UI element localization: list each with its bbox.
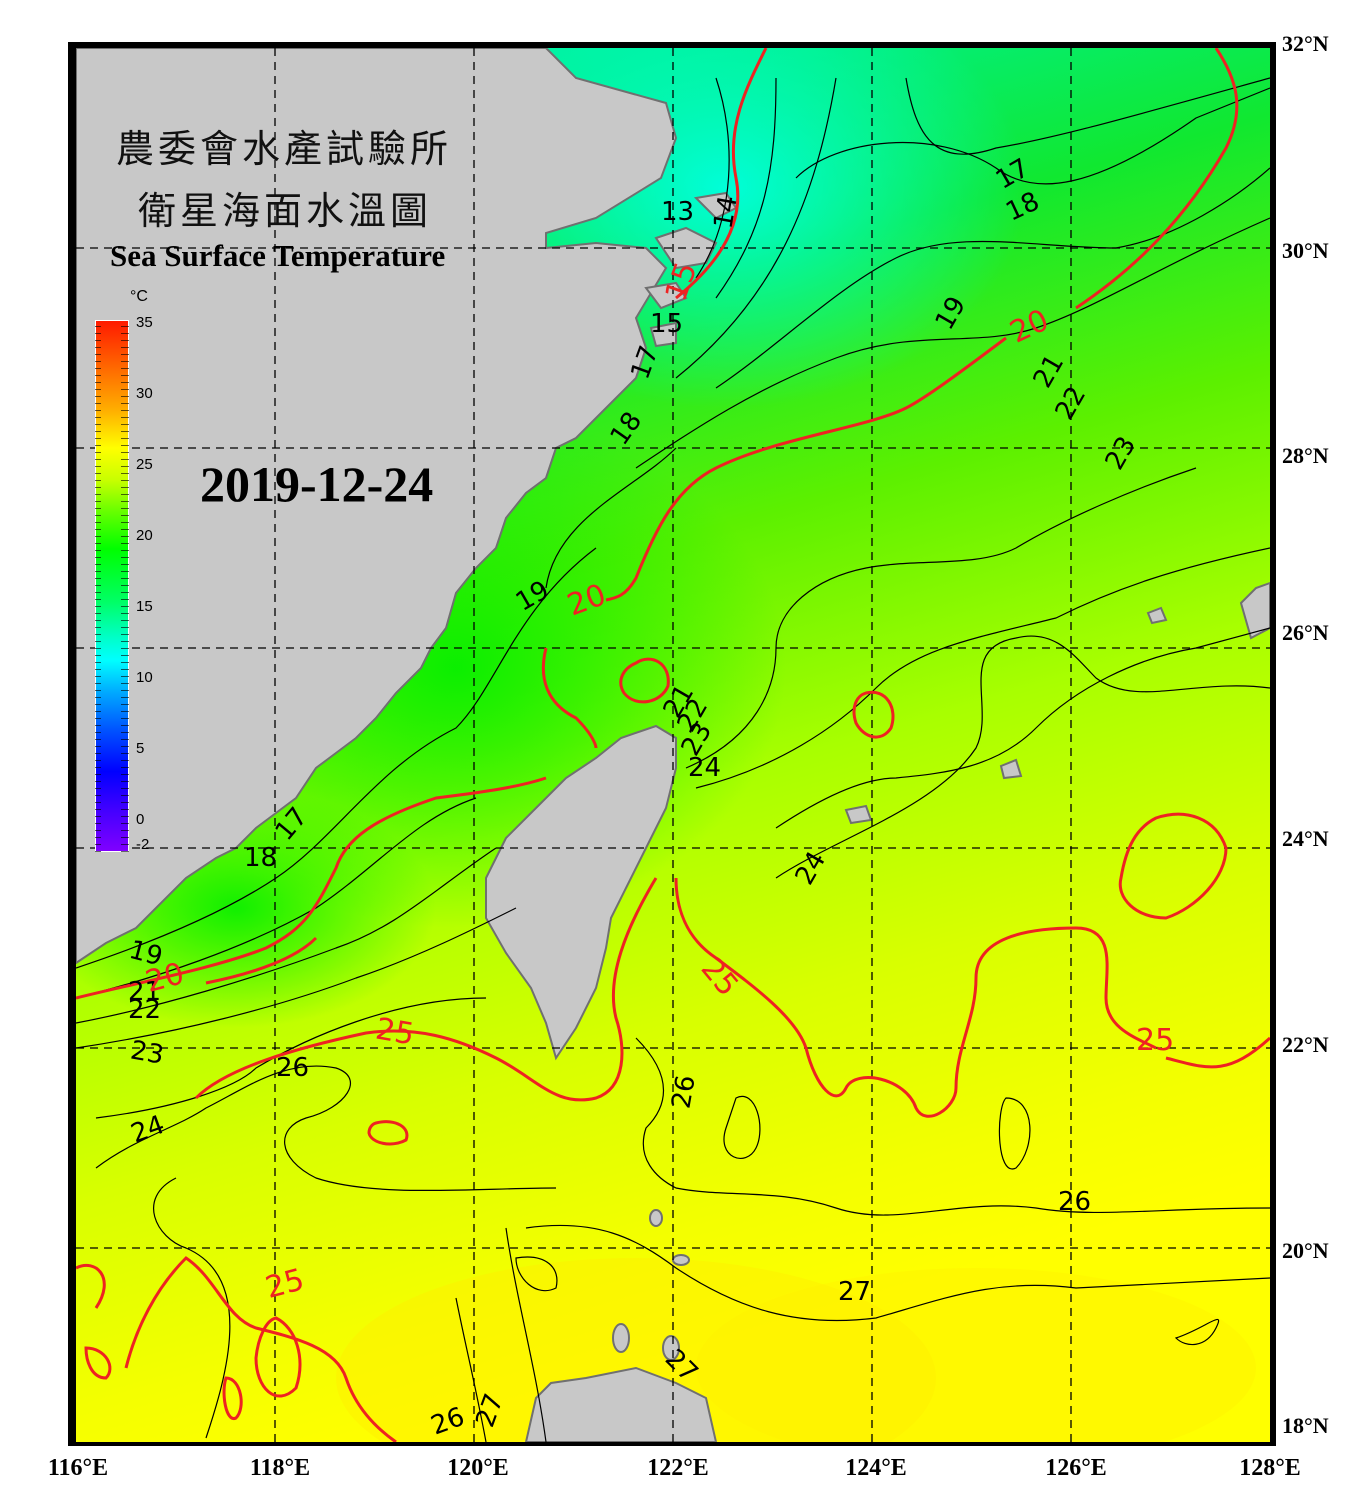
lon-label-128e: 128°E bbox=[1239, 1455, 1301, 1481]
title-institution-cn: 農委會水產試驗所 bbox=[116, 127, 453, 171]
svg-text:24: 24 bbox=[688, 753, 721, 783]
svg-text:15: 15 bbox=[650, 309, 683, 339]
lon-label-124e: 124°E bbox=[845, 1455, 907, 1481]
lat-label-26n: 26°N bbox=[1282, 620, 1329, 645]
islands-babuyan bbox=[612, 1209, 690, 1361]
colorbar-tick-25: 25 bbox=[136, 456, 153, 473]
lat-label-30n: 30°N bbox=[1282, 238, 1329, 263]
svg-text:25: 25 bbox=[1136, 1023, 1174, 1058]
title-map-en: Sea Surface Temperature bbox=[110, 238, 446, 273]
lat-label-32n: 32°N bbox=[1282, 31, 1329, 56]
colorbar-tick-15: 15 bbox=[136, 598, 153, 615]
lat-label-24n: 24°N bbox=[1282, 826, 1329, 851]
svg-text:26: 26 bbox=[666, 1073, 701, 1111]
lon-label-122e: 122°E bbox=[647, 1455, 709, 1481]
svg-text:26: 26 bbox=[276, 1053, 309, 1083]
colorbar-tick-20: 20 bbox=[136, 527, 153, 544]
colorbar-tickmarks bbox=[95, 320, 129, 852]
colorbar-tick-35: 35 bbox=[136, 314, 153, 331]
lon-label-116e: 116°E bbox=[47, 1455, 109, 1481]
sst-map: 13 14 15 17 18 19 17 18 19 21 22 23 24 2… bbox=[76, 48, 1270, 1442]
lon-label-126e: 126°E bbox=[1045, 1455, 1107, 1481]
lon-label-120e: 120°E bbox=[447, 1455, 509, 1481]
svg-text:26: 26 bbox=[1058, 1187, 1091, 1217]
svg-text:23: 23 bbox=[128, 1035, 166, 1070]
lat-label-18n: 18°N bbox=[1282, 1413, 1329, 1438]
colorbar-tick-5: 5 bbox=[136, 740, 145, 757]
colorbar-tick-minus2: -2 bbox=[136, 836, 150, 853]
colorbar-tick-10: 10 bbox=[136, 669, 153, 686]
svg-text:25: 25 bbox=[373, 1012, 417, 1053]
svg-text:13: 13 bbox=[661, 197, 694, 227]
colorbar-tick-30: 30 bbox=[136, 385, 153, 402]
islands-ryukyu bbox=[844, 581, 1270, 825]
svg-text:14: 14 bbox=[708, 193, 743, 231]
svg-text:27: 27 bbox=[838, 1277, 871, 1307]
date-label: 2019-12-24 bbox=[200, 456, 434, 512]
lat-label-28n: 28°N bbox=[1282, 443, 1329, 468]
svg-text:21: 21 bbox=[128, 977, 161, 1007]
isotherms-black bbox=[76, 77, 1270, 1442]
svg-text:18: 18 bbox=[244, 843, 277, 873]
land-luzon bbox=[524, 1366, 718, 1442]
colorbar-tick-0: 0 bbox=[136, 811, 145, 828]
lat-label-22n: 22°N bbox=[1282, 1032, 1329, 1057]
land-china-mainland bbox=[76, 48, 678, 965]
title-map-cn: 衛星海面水溫圖 bbox=[138, 189, 433, 233]
graticule bbox=[76, 48, 1270, 1442]
isotherms-red bbox=[76, 48, 1270, 1442]
lon-label-118e: 118°E bbox=[249, 1455, 311, 1481]
lat-label-20n: 20°N bbox=[1282, 1238, 1329, 1263]
colorbar-unit: °C bbox=[130, 288, 148, 305]
svg-text:22: 22 bbox=[128, 995, 161, 1025]
land-taiwan bbox=[485, 724, 677, 1061]
